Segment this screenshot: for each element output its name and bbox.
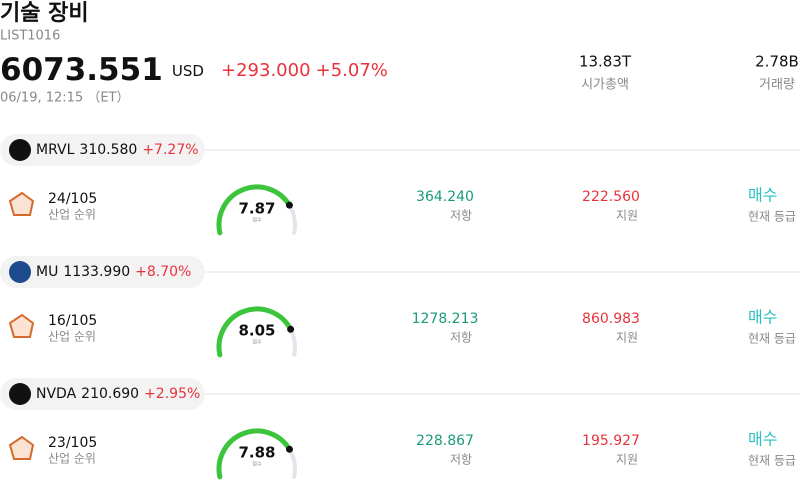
ticker-icon [9, 383, 31, 405]
rank-icon [8, 313, 35, 338]
ticker-icon [9, 139, 31, 161]
resistance: 364.240 [416, 189, 474, 205]
ticker-price: 210.690 [81, 386, 139, 402]
rating-label: 현재 등급 [748, 210, 796, 224]
gauge-dot [285, 445, 293, 453]
resistance-label: 저항 [450, 209, 472, 223]
stat-label: 시가총액 [581, 78, 629, 93]
support: 222.560 [582, 189, 640, 205]
resistance-label: 저항 [450, 453, 472, 467]
stat-value: 13.83T [579, 53, 632, 71]
score-label: 점수 [252, 339, 262, 346]
change: +293.000 [221, 60, 311, 81]
ticker-line: MRVL 310.580 +7.27% [36, 142, 199, 158]
rank-label: 산업 순위 [48, 452, 96, 466]
support-label: 지원 [616, 209, 638, 223]
ticker-icon [9, 261, 31, 283]
support-label: 지원 [616, 453, 638, 467]
score-label: 점수 [252, 217, 262, 224]
rank-icon [8, 435, 35, 460]
stat-label: 거래량 [759, 78, 795, 93]
score-label: 점수 [252, 461, 262, 468]
resistance-label: 저항 [450, 331, 472, 345]
rank-label: 산업 순위 [48, 208, 96, 222]
rank: 16/105 [48, 313, 97, 329]
rating: 매수 [748, 430, 777, 449]
rating-label: 현재 등급 [748, 454, 796, 468]
support: 195.927 [582, 433, 640, 449]
ticker: MRVL [36, 142, 75, 158]
ticker-pill [0, 378, 205, 410]
ticker-price: 1133.990 [63, 264, 130, 280]
ticker-price: 310.580 [79, 142, 137, 158]
ticker-line: MU 1133.990 +8.70% [36, 264, 191, 280]
score: 8.05 [238, 322, 275, 340]
ticker-line: NVDA 210.690 +2.95% [36, 386, 200, 402]
title: 기술 장비 [0, 1, 89, 26]
gauge-fill [216, 428, 292, 480]
gauge-dot [287, 325, 295, 333]
gauge-dot [285, 201, 293, 209]
support-label: 지원 [616, 331, 638, 345]
stat-value: 2.78B [755, 53, 799, 71]
ticker-change: +7.27% [142, 142, 198, 158]
ticker: MU [36, 264, 58, 280]
resistance: 228.867 [416, 433, 474, 449]
time: 06/19, 12:15 （ET） [0, 91, 129, 106]
gauge-fill [216, 184, 292, 236]
gauge-fill [216, 306, 294, 358]
change-pct: +5.07% [316, 60, 388, 81]
resistance: 1278.213 [412, 311, 479, 327]
ticker-change: +8.70% [135, 264, 191, 280]
support: 860.983 [582, 311, 640, 327]
rank-label: 산업 순위 [48, 330, 96, 344]
rank-icon [8, 191, 35, 216]
score: 7.87 [238, 200, 275, 218]
rank: 24/105 [48, 191, 97, 207]
score: 7.88 [238, 444, 275, 462]
rating-label: 현재 등급 [748, 332, 796, 346]
currency: USD [172, 62, 204, 80]
ticker-pill [0, 256, 205, 288]
code: LIST1016 [0, 29, 60, 44]
price-line: 6073.551 USD +293.000 +5.07% [0, 52, 388, 88]
rank: 23/105 [48, 435, 97, 451]
rating: 매수 [748, 186, 777, 205]
rating: 매수 [748, 308, 777, 327]
ticker-change: +2.95% [144, 386, 200, 402]
ticker-pill [0, 134, 205, 166]
ticker: NVDA [36, 386, 77, 402]
price: 6073.551 [0, 52, 163, 88]
